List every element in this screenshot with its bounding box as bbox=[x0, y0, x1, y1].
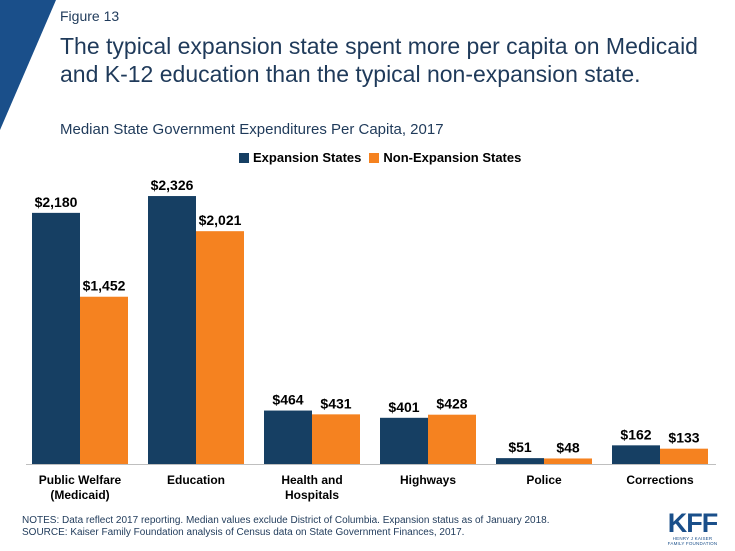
data-label-expansion-4: $51 bbox=[508, 439, 532, 455]
bar-chart: $2,180 $1,452 Public Welfare (Medicaid) $2,3… bbox=[26, 177, 716, 502]
category-label-1: Education bbox=[167, 473, 225, 487]
bar-non-expansion-5 bbox=[660, 448, 708, 464]
bar-non-expansion-1 bbox=[196, 231, 244, 464]
data-label-expansion-0: $2,180 bbox=[35, 194, 78, 210]
figure-label: Figure 13 bbox=[60, 8, 120, 24]
data-label-non-expansion-1: $2,021 bbox=[199, 212, 242, 228]
legend-swatch-expansion bbox=[239, 152, 249, 163]
bar-expansion-1 bbox=[148, 196, 196, 464]
data-label-non-expansion-2: $431 bbox=[320, 395, 351, 411]
legend-item-expansion: Expansion States bbox=[239, 150, 361, 165]
kff-logo: KFF HENRY J KAISER FAMILY FOUNDATION bbox=[665, 508, 720, 547]
legend: Expansion States Non-Expansion States bbox=[239, 150, 521, 165]
bar-expansion-3 bbox=[380, 417, 428, 464]
bar-non-expansion-4 bbox=[544, 458, 592, 464]
bar-non-expansion-3 bbox=[428, 414, 476, 464]
data-label-expansion-3: $401 bbox=[388, 399, 419, 415]
legend-label-non-expansion: Non-Expansion States bbox=[383, 150, 522, 165]
logo-subtext-2: FAMILY FOUNDATION bbox=[667, 541, 718, 546]
corner-accent bbox=[0, 0, 56, 130]
logo-text: KFF bbox=[667, 508, 718, 538]
bar-expansion-0 bbox=[32, 212, 80, 464]
data-label-expansion-5: $162 bbox=[620, 426, 651, 442]
bar-expansion-2 bbox=[264, 410, 312, 464]
data-label-non-expansion-3: $428 bbox=[436, 396, 467, 412]
data-label-non-expansion-0: $1,452 bbox=[83, 278, 126, 294]
data-label-expansion-1: $2,326 bbox=[151, 177, 194, 193]
footnotes: NOTES: Data reflect 2017 reporting. Medi… bbox=[22, 515, 550, 539]
logo-subtext-1: HENRY J KAISER bbox=[672, 536, 713, 541]
bar-non-expansion-2 bbox=[312, 414, 360, 464]
bar-expansion-5 bbox=[612, 445, 660, 464]
category-label-3: Highways bbox=[400, 473, 456, 487]
chart-title: The typical expansion state spent more p… bbox=[60, 33, 698, 87]
category-label-0: Public Welfare (Medicaid) bbox=[39, 473, 122, 502]
legend-item-non-expansion: Non-Expansion States bbox=[369, 150, 521, 165]
category-label-2: Health and Hospitals bbox=[281, 473, 342, 502]
notes-line: NOTES: Data reflect 2017 reporting. Medi… bbox=[22, 515, 550, 526]
source-line: SOURCE: Kaiser Family Foundation analysi… bbox=[22, 527, 465, 538]
chart-subtitle: Median State Government Expenditures Per… bbox=[60, 121, 444, 138]
data-label-non-expansion-5: $133 bbox=[668, 430, 699, 446]
legend-swatch-non-expansion bbox=[369, 152, 380, 163]
category-label-4: Police bbox=[526, 473, 562, 487]
bar-expansion-4 bbox=[496, 458, 544, 464]
bar-non-expansion-0 bbox=[80, 296, 128, 464]
data-label-expansion-2: $464 bbox=[272, 392, 303, 408]
data-label-non-expansion-4: $48 bbox=[556, 439, 580, 455]
category-label-5: Corrections bbox=[626, 473, 694, 487]
legend-label-expansion: Expansion States bbox=[253, 150, 362, 165]
